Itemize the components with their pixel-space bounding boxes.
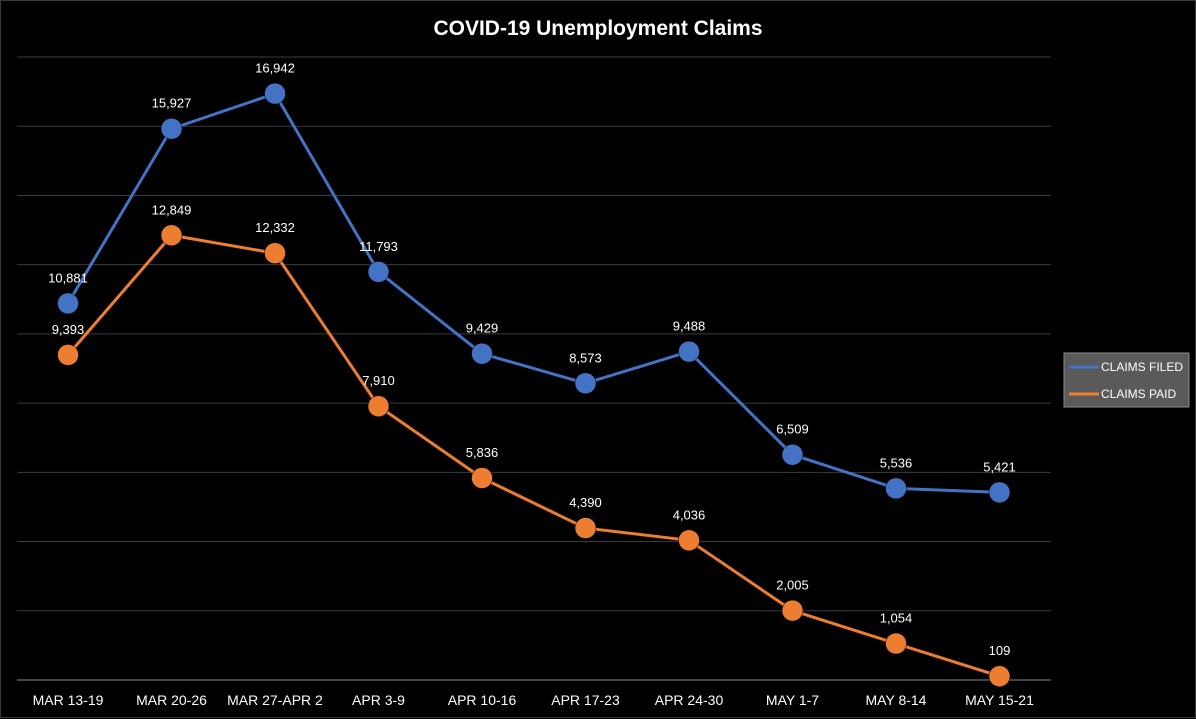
data-point-claims-filed[interactable]: [264, 82, 286, 105]
x-tick-label: MAY 8-14: [866, 692, 927, 708]
data-point-claims-filed[interactable]: [57, 292, 79, 315]
x-tick-label: APR 24-30: [655, 692, 724, 708]
x-tick-label: MAR 27-APR 2: [227, 692, 323, 708]
data-point-claims-paid[interactable]: [574, 517, 597, 539]
data-labels: 10,881 15,927 16,942 11,793 9,429 8,573 9,488 6…: [48, 61, 1016, 659]
data-label-claims-paid: 12,332: [255, 220, 295, 235]
data-label-claims-paid: 7,910: [362, 373, 395, 388]
data-label-claims-filed: 11,793: [359, 239, 398, 254]
data-point-claims-filed[interactable]: [574, 372, 597, 395]
data-label-claims-paid: 4,390: [569, 495, 602, 510]
series-line-claims-paid: [66, 233, 1000, 678]
data-label-claims-paid: 109: [989, 643, 1011, 658]
data-label-claims-filed: 9,488: [673, 319, 706, 334]
legend-item-claims-paid: CLAIMS PAID: [1101, 387, 1176, 401]
series-layer: [57, 82, 1011, 687]
x-tick-label: MAY 15-21: [965, 692, 1034, 708]
x-tick-label: MAY 1-7: [766, 692, 819, 708]
x-tick-label: MAR 20-26: [136, 692, 207, 708]
data-point-claims-paid[interactable]: [57, 344, 79, 366]
data-label-claims-paid: 1,054: [880, 611, 913, 626]
x-tick-label: APR 3-9: [352, 692, 405, 708]
data-point-claims-filed[interactable]: [367, 261, 390, 283]
data-point-claims-filed[interactable]: [160, 117, 183, 140]
data-point-claims-paid[interactable]: [367, 395, 390, 417]
data-label-claims-paid: 9,393: [52, 322, 85, 337]
gridlines: [17, 56, 1051, 612]
data-point-claims-filed[interactable]: [885, 477, 907, 500]
data-point-claims-paid[interactable]: [988, 665, 1011, 687]
series-line-claims-filed: [66, 92, 1000, 494]
data-label-claims-paid: 5,836: [466, 445, 499, 460]
data-label-claims-paid: 12,849: [152, 202, 192, 217]
data-point-claims-filed[interactable]: [781, 443, 804, 466]
data-point-claims-paid[interactable]: [678, 529, 700, 552]
x-tick-label: MAR 13-19: [33, 692, 104, 708]
data-point-claims-paid[interactable]: [885, 632, 907, 655]
x-tick-label: APR 10-16: [448, 692, 517, 708]
data-label-claims-filed: 9,429: [466, 321, 499, 336]
data-point-claims-filed[interactable]: [678, 340, 700, 363]
x-tick-label: APR 17-23: [551, 692, 620, 708]
data-point-claims-paid[interactable]: [471, 467, 493, 489]
data-label-claims-filed: 10,881: [48, 270, 88, 285]
data-label-claims-filed: 16,942: [255, 61, 295, 76]
data-label-claims-paid: 4,036: [673, 507, 706, 522]
data-label-claims-filed: 8,573: [569, 350, 602, 365]
chart-title: COVID-19 Unemployment Claims: [433, 17, 762, 40]
data-label-claims-filed: 5,536: [880, 455, 913, 470]
legend-box: [1063, 352, 1190, 408]
data-label-claims-paid: 2,005: [776, 578, 809, 593]
data-point-claims-paid[interactable]: [781, 599, 804, 622]
data-point-claims-filed[interactable]: [471, 342, 493, 365]
legend: CLAIMS FILED CLAIMS PAID: [1063, 352, 1190, 408]
x-axis: MAR 13-19 MAR 20-26 MAR 27-APR 2 APR 3-9 APR…: [17, 679, 1051, 708]
data-point-claims-paid[interactable]: [160, 224, 183, 247]
data-label-claims-filed: 15,927: [152, 96, 192, 111]
data-point-claims-paid[interactable]: [264, 242, 286, 264]
legend-item-claims-filed: CLAIMS FILED: [1101, 360, 1183, 374]
data-label-claims-filed: 6,509: [776, 422, 809, 437]
data-point-claims-filed[interactable]: [988, 481, 1011, 504]
data-label-claims-filed: 5,421: [983, 459, 1016, 474]
